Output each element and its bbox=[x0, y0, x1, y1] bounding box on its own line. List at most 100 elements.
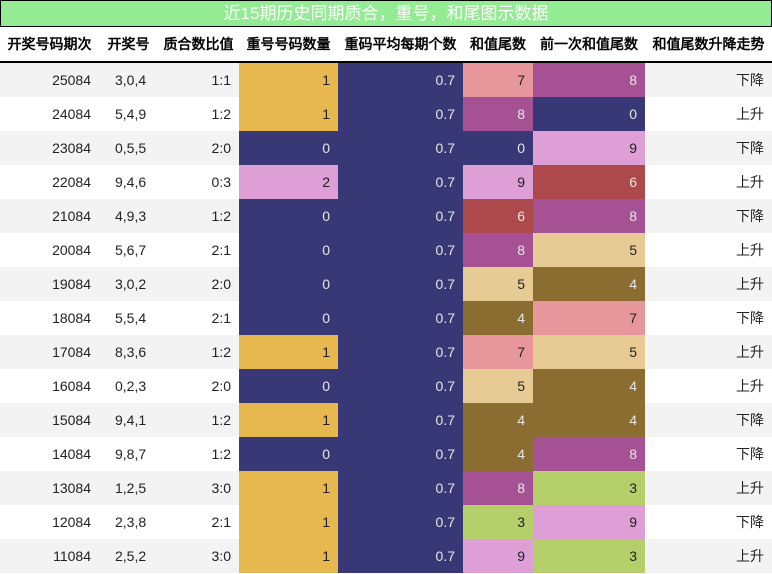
prev-sum-tail-cell: 7 bbox=[533, 301, 645, 335]
table-row: 25084 3,0,4 1:1 1 0.7 7 8 下降 bbox=[0, 62, 772, 97]
prev-sum-tail-cell: 9 bbox=[533, 131, 645, 165]
repeat-avg-cell: 0.7 bbox=[338, 199, 463, 233]
sum-tail-cell: 4 bbox=[463, 403, 533, 437]
numbers-cell: 8,3,6 bbox=[99, 335, 158, 369]
sum-tail-cell: 9 bbox=[463, 165, 533, 199]
issue-cell: 16084 bbox=[0, 369, 99, 403]
table-row: 17084 8,3,6 1:2 1 0.7 7 5 上升 bbox=[0, 335, 772, 369]
col-header-repeat-count: 重号号码数量 bbox=[239, 27, 338, 63]
numbers-cell: 4,9,3 bbox=[99, 199, 158, 233]
repeat-avg-cell: 0.7 bbox=[338, 301, 463, 335]
sum-tail-cell: 4 bbox=[463, 301, 533, 335]
ratio-cell: 2:0 bbox=[158, 131, 239, 165]
repeat-avg-cell: 0.7 bbox=[338, 165, 463, 199]
prev-sum-tail-cell: 6 bbox=[533, 165, 645, 199]
repeat-count-cell: 1 bbox=[239, 335, 338, 369]
table-row: 11084 2,5,2 3:0 1 0.7 9 3 上升 bbox=[0, 539, 772, 573]
sum-tail-cell: 7 bbox=[463, 62, 533, 97]
trend-cell: 上升 bbox=[645, 267, 772, 301]
col-header-repeat-avg: 重码平均每期个数 bbox=[338, 27, 463, 63]
sum-tail-cell: 8 bbox=[463, 471, 533, 505]
trend-cell: 上升 bbox=[645, 165, 772, 199]
numbers-cell: 9,4,1 bbox=[99, 403, 158, 437]
trend-cell: 下降 bbox=[645, 403, 772, 437]
repeat-count-cell: 0 bbox=[239, 301, 338, 335]
ratio-cell: 2:1 bbox=[158, 505, 239, 539]
issue-cell: 17084 bbox=[0, 335, 99, 369]
numbers-cell: 3,0,2 bbox=[99, 267, 158, 301]
repeat-count-cell: 1 bbox=[239, 505, 338, 539]
table-row: 14084 9,8,7 1:2 0 0.7 4 8 下降 bbox=[0, 437, 772, 471]
trend-cell: 下降 bbox=[645, 301, 772, 335]
numbers-cell: 2,5,2 bbox=[99, 539, 158, 573]
repeat-avg-cell: 0.7 bbox=[338, 233, 463, 267]
sum-tail-cell: 5 bbox=[463, 267, 533, 301]
repeat-count-cell: 1 bbox=[239, 471, 338, 505]
ratio-cell: 1:2 bbox=[158, 199, 239, 233]
trend-cell: 上升 bbox=[645, 335, 772, 369]
ratio-cell: 0:3 bbox=[158, 165, 239, 199]
issue-cell: 22084 bbox=[0, 165, 99, 199]
repeat-count-cell: 0 bbox=[239, 199, 338, 233]
trend-cell: 上升 bbox=[645, 233, 772, 267]
issue-cell: 13084 bbox=[0, 471, 99, 505]
repeat-avg-cell: 0.7 bbox=[338, 267, 463, 301]
numbers-cell: 5,6,7 bbox=[99, 233, 158, 267]
prev-sum-tail-cell: 4 bbox=[533, 267, 645, 301]
prev-sum-tail-cell: 4 bbox=[533, 369, 645, 403]
header-row: 开奖号码期次 开奖号 质合数比值 重号号码数量 重码平均每期个数 和值尾数 前一… bbox=[0, 27, 772, 63]
table-row: 18084 5,5,4 2:1 0 0.7 4 7 下降 bbox=[0, 301, 772, 335]
repeat-avg-cell: 0.7 bbox=[338, 437, 463, 471]
sum-tail-cell: 8 bbox=[463, 97, 533, 131]
trend-cell: 下降 bbox=[645, 199, 772, 233]
repeat-avg-cell: 0.7 bbox=[338, 369, 463, 403]
issue-cell: 24084 bbox=[0, 97, 99, 131]
repeat-count-cell: 1 bbox=[239, 62, 338, 97]
sum-tail-cell: 7 bbox=[463, 335, 533, 369]
repeat-avg-cell: 0.7 bbox=[338, 97, 463, 131]
trend-cell: 上升 bbox=[645, 539, 772, 573]
sum-tail-cell: 3 bbox=[463, 505, 533, 539]
table-row: 13084 1,2,5 3:0 1 0.7 8 3 上升 bbox=[0, 471, 772, 505]
numbers-cell: 0,2,3 bbox=[99, 369, 158, 403]
prev-sum-tail-cell: 5 bbox=[533, 233, 645, 267]
trend-cell: 下降 bbox=[645, 505, 772, 539]
prev-sum-tail-cell: 8 bbox=[533, 199, 645, 233]
trend-cell: 下降 bbox=[645, 437, 772, 471]
issue-cell: 11084 bbox=[0, 539, 99, 573]
issue-cell: 21084 bbox=[0, 199, 99, 233]
prev-sum-tail-cell: 4 bbox=[533, 403, 645, 437]
ratio-cell: 3:0 bbox=[158, 539, 239, 573]
ratio-cell: 1:2 bbox=[158, 335, 239, 369]
numbers-cell: 5,5,4 bbox=[99, 301, 158, 335]
table-title: 近15期历史同期质合，重号，和尾图示数据 bbox=[0, 0, 772, 27]
issue-cell: 25084 bbox=[0, 62, 99, 97]
numbers-cell: 3,0,4 bbox=[99, 62, 158, 97]
col-header-trend: 和值尾数升降走势 bbox=[645, 27, 772, 63]
table-row: 24084 5,4,9 1:2 1 0.7 8 0 上升 bbox=[0, 97, 772, 131]
repeat-count-cell: 0 bbox=[239, 437, 338, 471]
data-table: 开奖号码期次 开奖号 质合数比值 重号号码数量 重码平均每期个数 和值尾数 前一… bbox=[0, 27, 772, 573]
ratio-cell: 1:2 bbox=[158, 403, 239, 437]
repeat-avg-cell: 0.7 bbox=[338, 505, 463, 539]
prev-sum-tail-cell: 8 bbox=[533, 437, 645, 471]
table-row: 19084 3,0,2 2:0 0 0.7 5 4 上升 bbox=[0, 267, 772, 301]
repeat-count-cell: 1 bbox=[239, 97, 338, 131]
numbers-cell: 1,2,5 bbox=[99, 471, 158, 505]
table-row: 15084 9,4,1 1:2 1 0.7 4 4 下降 bbox=[0, 403, 772, 437]
col-header-numbers: 开奖号 bbox=[99, 27, 158, 63]
ratio-cell: 1:2 bbox=[158, 437, 239, 471]
prev-sum-tail-cell: 0 bbox=[533, 97, 645, 131]
numbers-cell: 5,4,9 bbox=[99, 97, 158, 131]
repeat-count-cell: 1 bbox=[239, 539, 338, 573]
repeat-count-cell: 2 bbox=[239, 165, 338, 199]
ratio-cell: 2:0 bbox=[158, 267, 239, 301]
prev-sum-tail-cell: 8 bbox=[533, 62, 645, 97]
repeat-count-cell: 0 bbox=[239, 369, 338, 403]
table-row: 12084 2,3,8 2:1 1 0.7 3 9 下降 bbox=[0, 505, 772, 539]
sum-tail-cell: 4 bbox=[463, 437, 533, 471]
table-row: 20084 5,6,7 2:1 0 0.7 8 5 上升 bbox=[0, 233, 772, 267]
sum-tail-cell: 5 bbox=[463, 369, 533, 403]
numbers-cell: 0,5,5 bbox=[99, 131, 158, 165]
repeat-avg-cell: 0.7 bbox=[338, 335, 463, 369]
